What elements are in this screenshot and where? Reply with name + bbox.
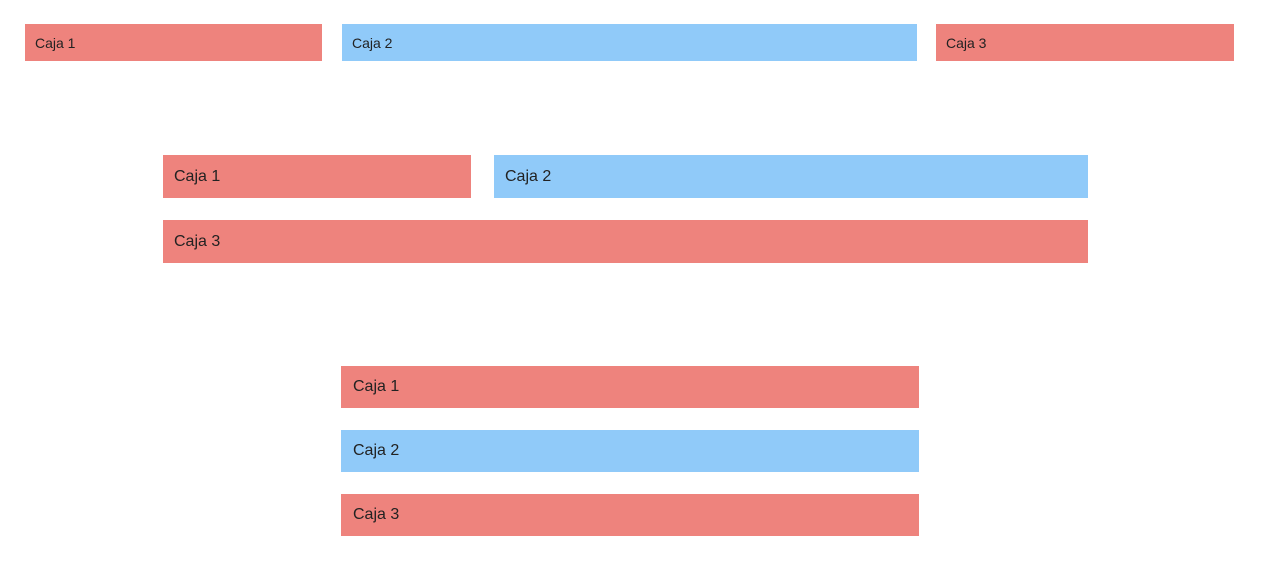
box-label: Caja 3: [946, 34, 987, 51]
box-label: Caja 3: [174, 232, 221, 250]
box-label: Caja 3: [353, 506, 400, 523]
box-label: Caja 2: [353, 442, 400, 459]
layout-2-box-1: Caja 1: [163, 155, 471, 198]
box-label: Caja 1: [35, 34, 76, 51]
layout-2-box-2: Caja 2: [494, 155, 1088, 198]
layout-3-box-2: Caja 2: [341, 430, 919, 472]
box-label: Caja 1: [174, 167, 221, 185]
layout-2-box-3: Caja 3: [163, 220, 1088, 263]
layout-1-box-1: Caja 1: [25, 24, 322, 61]
box-label: Caja 1: [353, 378, 400, 395]
box-label: Caja 2: [505, 167, 552, 185]
layout-3-box-1: Caja 1: [341, 366, 919, 408]
box-label: Caja 2: [352, 34, 393, 51]
layout-3-box-3: Caja 3: [341, 494, 919, 536]
layout-1-box-2: Caja 2: [342, 24, 917, 61]
layout-1-box-3: Caja 3: [936, 24, 1234, 61]
